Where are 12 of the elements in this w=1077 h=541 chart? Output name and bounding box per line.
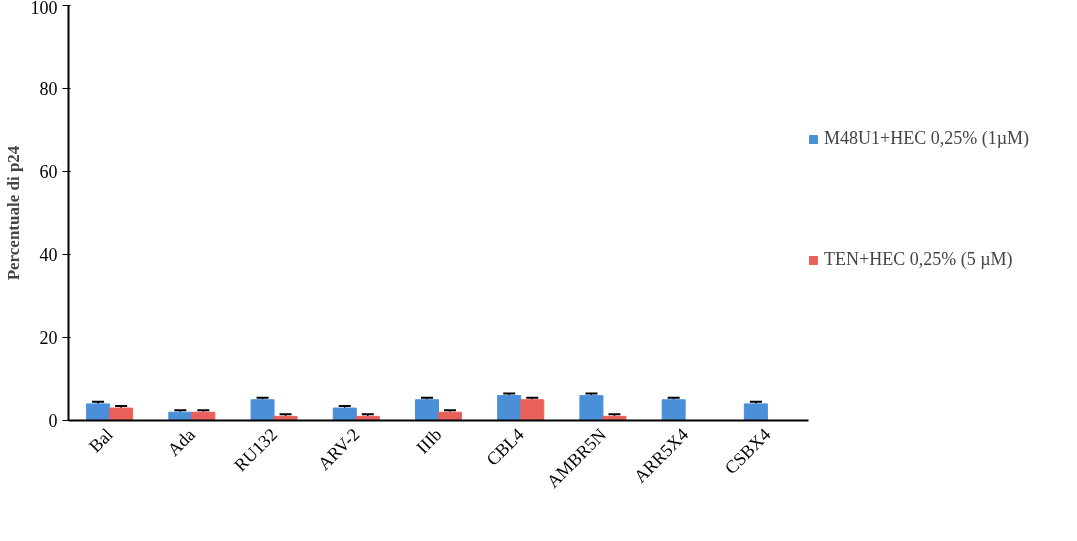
y-tick-label: 80 (39, 79, 58, 99)
y-tick-label: 100 (30, 0, 58, 18)
y-axis-title: Percentuale di p24 (3, 145, 23, 281)
x-tick-label: Bal (84, 424, 117, 457)
x-tick-label: IIIb (412, 424, 446, 458)
y-tick-label: 40 (39, 245, 58, 265)
y-tick-label: 20 (39, 328, 58, 348)
legend-label: TEN+HEC 0,25% (5 µM) (824, 249, 1013, 270)
legend-label: M48U1+HEC 0,25% (1µM) (824, 128, 1030, 149)
y-tick-label: 60 (39, 162, 58, 182)
y-tick-label: 0 (48, 411, 58, 431)
x-tick-label: Ada (163, 424, 199, 460)
